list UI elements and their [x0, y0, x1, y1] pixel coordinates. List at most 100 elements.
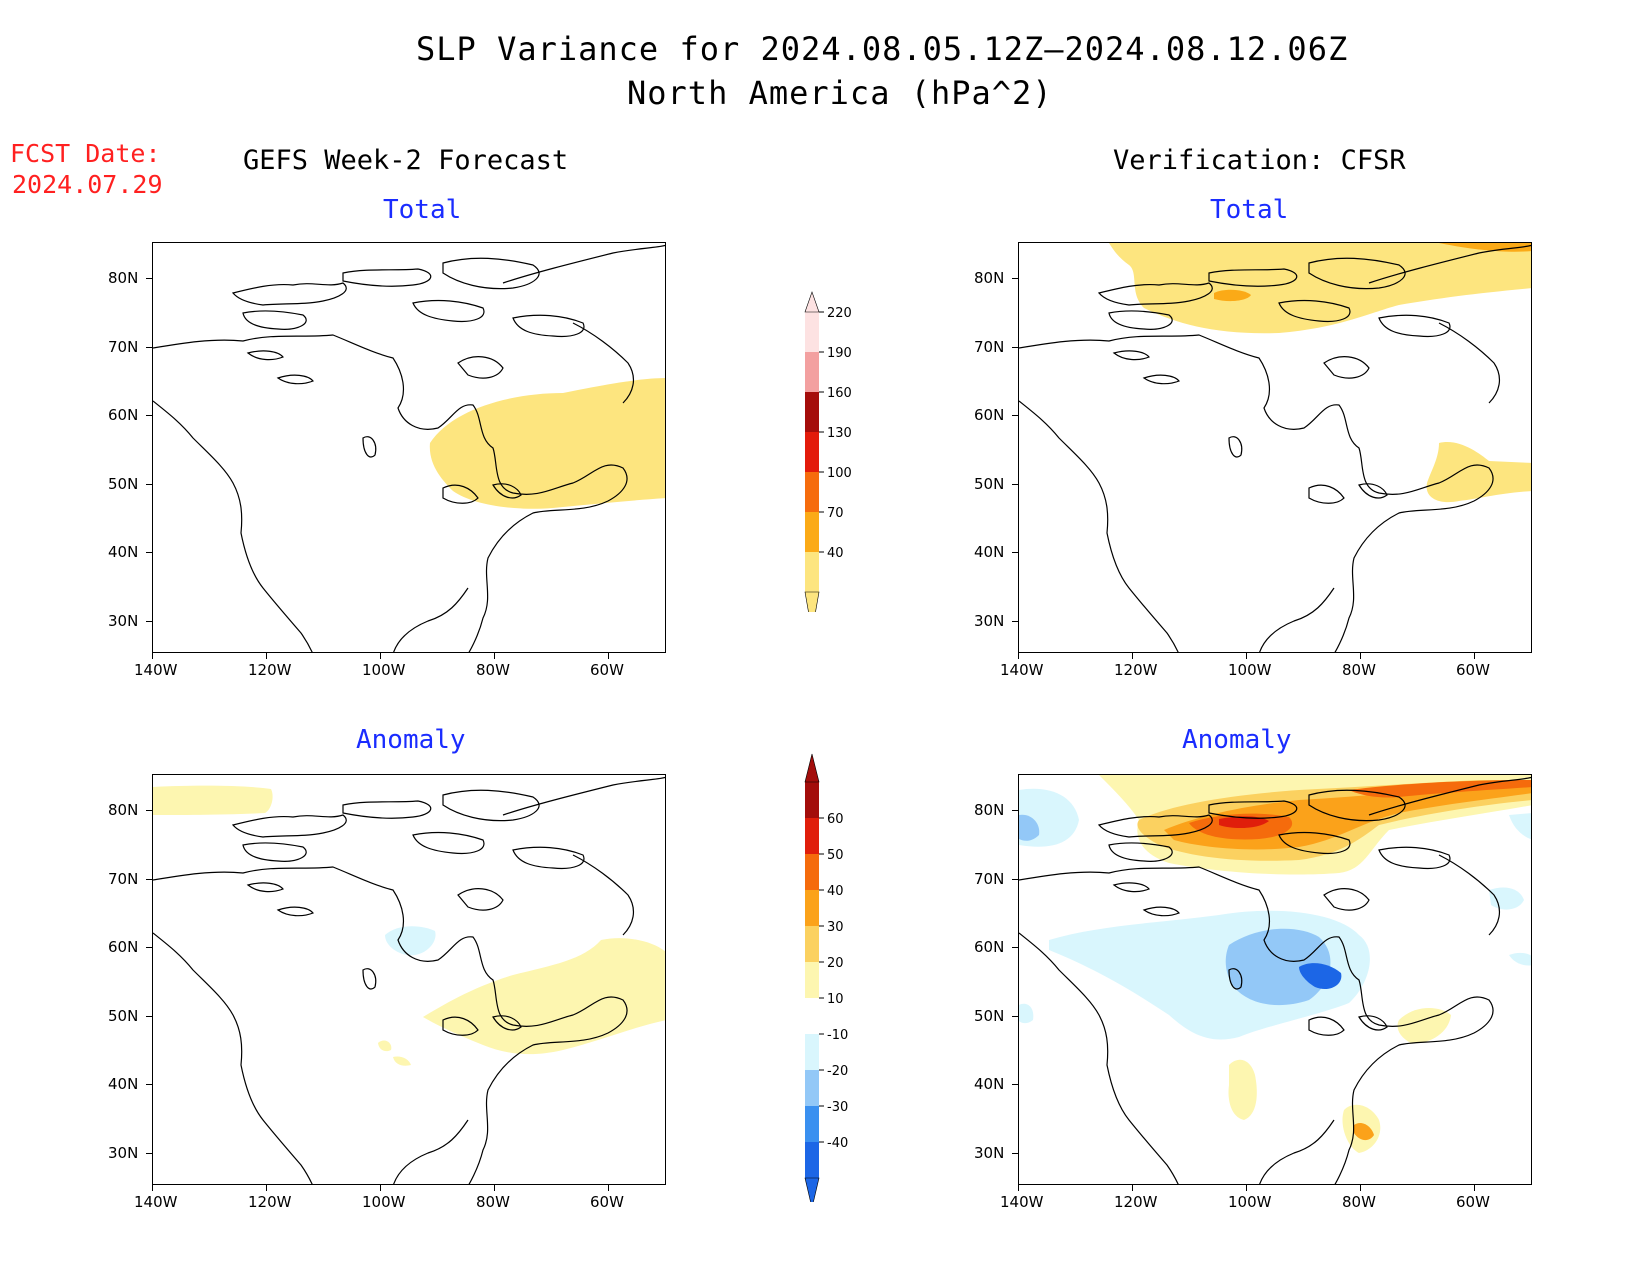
- lat-tick-label: 40N: [974, 1075, 1005, 1093]
- lon-tick-mark: [1474, 653, 1475, 659]
- coastline-segment: [1142, 374, 1180, 385]
- colorbar-level-label: 40: [827, 546, 844, 561]
- coastline-segment: [1019, 400, 1179, 652]
- panel-title-verification-total: Total: [1210, 195, 1289, 225]
- coastline-segment: [1323, 356, 1370, 379]
- colorbar-segment: [805, 782, 819, 818]
- lon-tick-label: 100W: [1228, 661, 1272, 679]
- coastline-segment: [442, 257, 540, 290]
- lon-tick-mark: [266, 1185, 267, 1191]
- coastline-forecast-total: [153, 244, 665, 652]
- colorbar-level-label: 50: [827, 848, 844, 863]
- lat-tick-mark: [1012, 346, 1018, 348]
- lon-tick-mark: [1246, 653, 1247, 659]
- lon-tick-mark: [608, 1185, 609, 1191]
- colorbar-segment: [805, 1106, 819, 1142]
- lat-tick-mark: [1012, 483, 1018, 485]
- lat-tick-label: 70N: [108, 337, 139, 356]
- lon-tick-label: 140W: [134, 1193, 178, 1211]
- colorbar-segment: [805, 352, 819, 392]
- colorbar-level-label: -10: [827, 1028, 848, 1043]
- colorbar-level-label: 40: [827, 884, 844, 899]
- colorbar-segment: [805, 998, 819, 1034]
- coastline-segment: [393, 587, 469, 652]
- coastline-segment: [1108, 310, 1173, 330]
- coastline-segment: [242, 842, 307, 862]
- coastline-segment: [1208, 268, 1298, 287]
- shading-forecast-anomaly: [153, 785, 665, 1066]
- lat-tick-mark: [1012, 878, 1018, 880]
- lat-tick-label: 60N: [108, 938, 139, 956]
- coastline-segment: [442, 484, 479, 504]
- colorbar-level-label: 160: [827, 386, 852, 401]
- colorbar-segment: [805, 1142, 819, 1178]
- coastline-segment: [1368, 776, 1531, 816]
- colorbar-level-label: 220: [827, 306, 852, 321]
- lat-tick-label: 70N: [108, 869, 139, 888]
- colorbar-min-arrow: [804, 1177, 820, 1202]
- lat-tick-label: 50N: [108, 1006, 139, 1025]
- lon-tick-mark: [1018, 1185, 1019, 1191]
- coastline-segment: [153, 932, 313, 1184]
- lon-tick-mark: [1132, 653, 1133, 659]
- lon-tick-mark: [380, 653, 381, 659]
- lon-tick-label: 80W: [1342, 1193, 1376, 1211]
- lon-tick-label: 100W: [1228, 1193, 1272, 1211]
- colorbar-level-label: 10: [827, 992, 844, 1007]
- coastline-segment: [572, 854, 635, 936]
- lat-tick-mark: [146, 620, 152, 622]
- coastline-segment: [457, 356, 504, 379]
- coastline-forecast-anomaly: [153, 776, 665, 1184]
- lon-tick-mark: [152, 1185, 153, 1191]
- coastline-segment: [153, 866, 628, 1184]
- coastline-segment: [1308, 1016, 1345, 1036]
- lon-tick-label: 60W: [1456, 1193, 1490, 1211]
- coastline-segment: [153, 334, 628, 652]
- colorbar-level-label: -30: [827, 1100, 848, 1115]
- coastline-segment: [1278, 831, 1351, 855]
- coastline-segment: [1228, 968, 1243, 990]
- lon-tick-mark: [380, 1185, 381, 1191]
- coastline-segment: [457, 888, 504, 911]
- coastline-segment: [1228, 436, 1243, 458]
- lat-tick-label: 30N: [974, 1143, 1005, 1162]
- coastline-segment: [1259, 1119, 1335, 1184]
- lat-tick-label: 30N: [108, 611, 139, 630]
- coastline-segment: [502, 244, 665, 284]
- coastline-segment: [1019, 334, 1494, 652]
- coastline-segment: [1208, 800, 1298, 819]
- colorbar-min-arrow: [804, 591, 820, 612]
- lat-tick-mark: [1012, 947, 1018, 948]
- lat-tick-label: 40N: [108, 1075, 139, 1093]
- lon-tick-label: 140W: [1000, 661, 1044, 679]
- colorbar-segment: [805, 392, 819, 432]
- lat-tick-label: 30N: [974, 611, 1005, 630]
- colorbar-level-label: 70: [827, 506, 844, 521]
- coastline-segment: [393, 1119, 469, 1184]
- coastline-segment: [276, 374, 314, 385]
- shading-forecast-total: [429, 378, 665, 509]
- lat-tick-label: 60N: [108, 406, 139, 424]
- lon-tick-label: 120W: [248, 661, 292, 679]
- lon-tick-mark: [1132, 1185, 1133, 1191]
- lon-tick-mark: [608, 653, 609, 659]
- lat-tick-label: 50N: [974, 1006, 1005, 1025]
- colorbar-segment: [805, 312, 819, 352]
- lat-tick-label: 70N: [974, 337, 1005, 356]
- colorbar-segment: [805, 962, 819, 998]
- lat-tick-mark: [146, 415, 152, 416]
- coastline-segment: [246, 350, 284, 361]
- coastline-segment: [412, 299, 485, 323]
- lat-tick-mark: [146, 1152, 152, 1154]
- coastline-segment: [1358, 1015, 1388, 1031]
- coastline-segment: [412, 831, 485, 855]
- lat-tick-mark: [1012, 1084, 1018, 1085]
- coastline-segment: [362, 436, 377, 458]
- lon-tick-mark: [152, 653, 153, 659]
- map-verification-anomaly: [1018, 774, 1532, 1185]
- panel-title-forecast-anomaly: Anomaly: [356, 725, 466, 755]
- coastline-segment: [1259, 587, 1335, 652]
- lat-tick-label: 80N: [108, 801, 139, 819]
- lon-tick-label: 60W: [590, 1193, 624, 1211]
- lat-tick-mark: [1012, 1015, 1018, 1017]
